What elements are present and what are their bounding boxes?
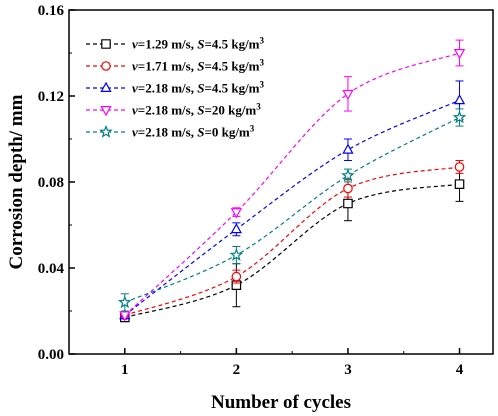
data-point — [343, 183, 353, 194]
data-point — [453, 94, 466, 105]
legend-label: v=2.18 m/s, S=20 kg/m3 — [132, 102, 261, 118]
data-point — [230, 223, 243, 234]
legend-marker — [101, 61, 111, 71]
legend-label: v=1.29 m/s, S=4.5 kg/m3 — [132, 36, 265, 52]
data-point — [229, 247, 244, 261]
data-point — [452, 110, 467, 124]
data-point — [119, 311, 131, 322]
legend-entry-2: v=1.71 m/s, S=4.5 kg/m3 — [86, 58, 265, 74]
legend-label: v=1.71 m/s, S=4.5 kg/m3 — [132, 58, 265, 74]
data-point — [454, 179, 465, 189]
x-tick-label: 1 — [121, 362, 129, 378]
data-point — [454, 162, 465, 172]
legend-label: v=2.18 m/s, S=0 kg/m3 — [132, 124, 255, 140]
x-axis-title: Number of cycles — [211, 392, 351, 413]
data-point — [117, 295, 132, 309]
series-5 — [117, 108, 467, 312]
data-point — [342, 143, 354, 154]
series-line — [124, 116, 460, 303]
data-point — [230, 208, 243, 219]
axis-ticks: 1 2 3 4 0.00 0.04 0.08 0.12 0.16 — [38, 3, 464, 378]
series-2 — [119, 160, 465, 321]
series-line — [124, 166, 460, 316]
data-point — [453, 49, 466, 60]
y-tick-label: 0.00 — [38, 347, 64, 363]
legend-marker — [101, 39, 111, 49]
y-axis-title: Corrosion depth/ mm — [6, 94, 27, 269]
series-line — [124, 183, 460, 319]
legend-marker — [100, 81, 112, 92]
x-tick-label: 4 — [456, 362, 464, 378]
legend-entry-3: v=2.18 m/s, S=4.5 kg/m3 — [86, 80, 265, 96]
y-tick-label: 0.12 — [38, 89, 64, 105]
legend-entry-5: v=2.18 m/s, S=0 kg/m3 — [86, 124, 255, 140]
series-line — [124, 52, 460, 316]
series-4 — [119, 39, 466, 322]
data-point — [341, 168, 355, 182]
series-layer — [117, 39, 467, 323]
series-line — [124, 99, 460, 316]
data-point — [343, 198, 353, 209]
x-tick-label: 2 — [233, 362, 241, 378]
series-1 — [119, 166, 465, 323]
x-tick-label: 3 — [344, 362, 352, 378]
data-point — [342, 89, 354, 101]
y-tick-label: 0.08 — [38, 175, 64, 191]
data-point — [231, 271, 242, 282]
legend-entry-1: v=1.29 m/s, S=4.5 kg/m3 — [86, 36, 265, 52]
y-tick-label: 0.16 — [38, 3, 65, 19]
legend: v=1.29 m/s, S=4.5 kg/m3 v=1.71 m/s, S=4.5… — [86, 36, 265, 140]
y-tick-label: 0.04 — [38, 261, 65, 277]
legend-marker — [99, 124, 113, 138]
legend-label: v=2.18 m/s, S=4.5 kg/m3 — [132, 80, 265, 96]
legend-entry-4: v=2.18 m/s, S=20 kg/m3 — [86, 102, 261, 118]
legend-marker — [100, 106, 112, 117]
